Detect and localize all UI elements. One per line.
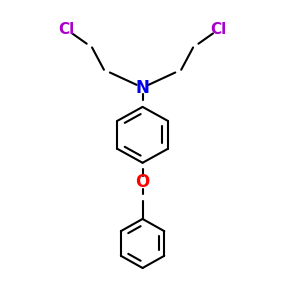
Text: Cl: Cl bbox=[59, 22, 75, 37]
Text: Cl: Cl bbox=[210, 22, 226, 37]
Text: O: O bbox=[135, 173, 150, 191]
Text: N: N bbox=[136, 79, 149, 97]
